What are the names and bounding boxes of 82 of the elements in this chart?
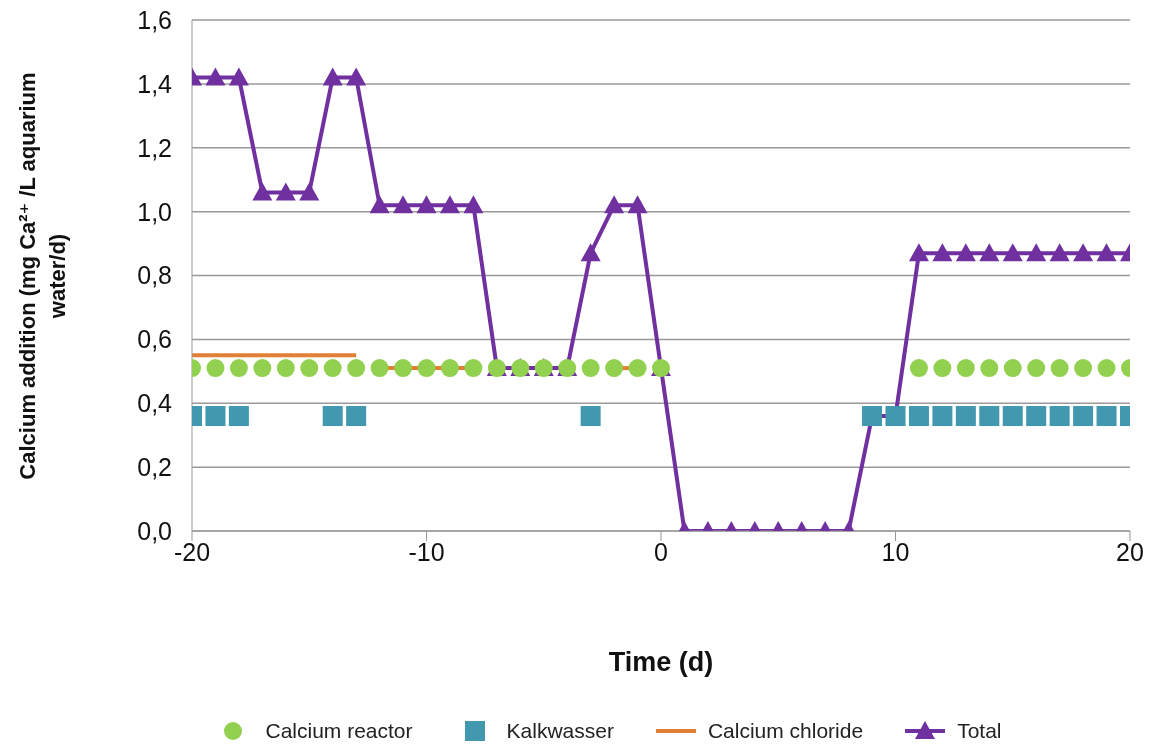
point: [394, 359, 413, 378]
point: [1049, 406, 1070, 427]
point: [1002, 406, 1023, 427]
point: [346, 67, 367, 86]
point: [1073, 243, 1094, 262]
point: [299, 182, 320, 201]
point: [1002, 243, 1023, 262]
point: [908, 243, 929, 262]
point: [369, 195, 390, 214]
point: [1026, 243, 1047, 262]
point: [205, 406, 226, 427]
point: [956, 359, 975, 378]
point: [1026, 406, 1047, 427]
point: [228, 67, 249, 86]
point: [1027, 359, 1046, 378]
point: [980, 359, 999, 378]
point: [228, 406, 249, 427]
point: [605, 359, 624, 378]
point: [205, 67, 226, 86]
point: [908, 406, 929, 427]
point: [1097, 359, 1116, 378]
point: [322, 406, 343, 427]
point: [580, 243, 601, 262]
point: [300, 359, 319, 378]
point: [933, 359, 952, 378]
y-tick-label: 1,6: [137, 5, 172, 34]
point: [417, 359, 436, 378]
point: [1074, 359, 1093, 378]
y-tick-label: 1,2: [137, 133, 172, 162]
point: [229, 359, 248, 378]
x-tick-label: -20: [173, 537, 211, 566]
point: [253, 359, 272, 378]
point: [439, 195, 460, 214]
point: [1096, 243, 1117, 262]
x-tick-label: 20: [1116, 537, 1144, 566]
point: [347, 359, 366, 378]
point: [955, 243, 976, 262]
legend-label: Total: [957, 719, 1002, 743]
y-tick-label: 0,6: [137, 325, 172, 354]
x-tick-label: 0: [654, 537, 668, 566]
x-tick-label: -10: [408, 537, 445, 566]
point: [1050, 359, 1069, 378]
point: [1003, 359, 1022, 378]
point: [370, 359, 389, 378]
legend-label: Calcium chloride: [707, 719, 864, 743]
point: [627, 195, 648, 214]
point: [275, 182, 296, 201]
y-tick-label: 0,4: [137, 389, 173, 418]
point: [909, 359, 928, 378]
x-tick-label: 10: [881, 537, 910, 566]
point: [322, 67, 343, 86]
point: [440, 359, 459, 378]
y-axis-title: Calcium addition (mg Ca²⁺ /L aquarium water/d): [14, 71, 71, 482]
x-axis-title: Time (d): [608, 647, 714, 677]
y-tick-label: 0,2: [137, 453, 172, 481]
point: [416, 195, 437, 214]
y-tick-label: 1,4: [137, 69, 173, 98]
point: [580, 406, 601, 427]
point: [628, 359, 647, 378]
point: [604, 195, 625, 214]
point: [323, 359, 342, 378]
point: [206, 359, 225, 378]
y-tick-label: 0,8: [137, 261, 172, 290]
point: [581, 359, 600, 378]
point: [932, 406, 953, 427]
point: [932, 243, 953, 262]
point: [1049, 243, 1070, 262]
legend-label: Calcium reactor: [265, 719, 413, 743]
legend-label: Kalkwasser: [506, 719, 614, 743]
point: [1096, 406, 1117, 427]
y-tick-label: 1,0: [137, 197, 172, 226]
point: [252, 182, 273, 201]
point: [463, 195, 484, 214]
point: [955, 406, 976, 427]
point: [393, 195, 414, 214]
point: [1073, 406, 1094, 427]
point: [276, 359, 295, 378]
point: [464, 359, 483, 378]
point: [979, 243, 1000, 262]
point: [979, 406, 1000, 427]
y-tick-label: 0,0: [137, 516, 172, 545]
point: [346, 406, 367, 427]
